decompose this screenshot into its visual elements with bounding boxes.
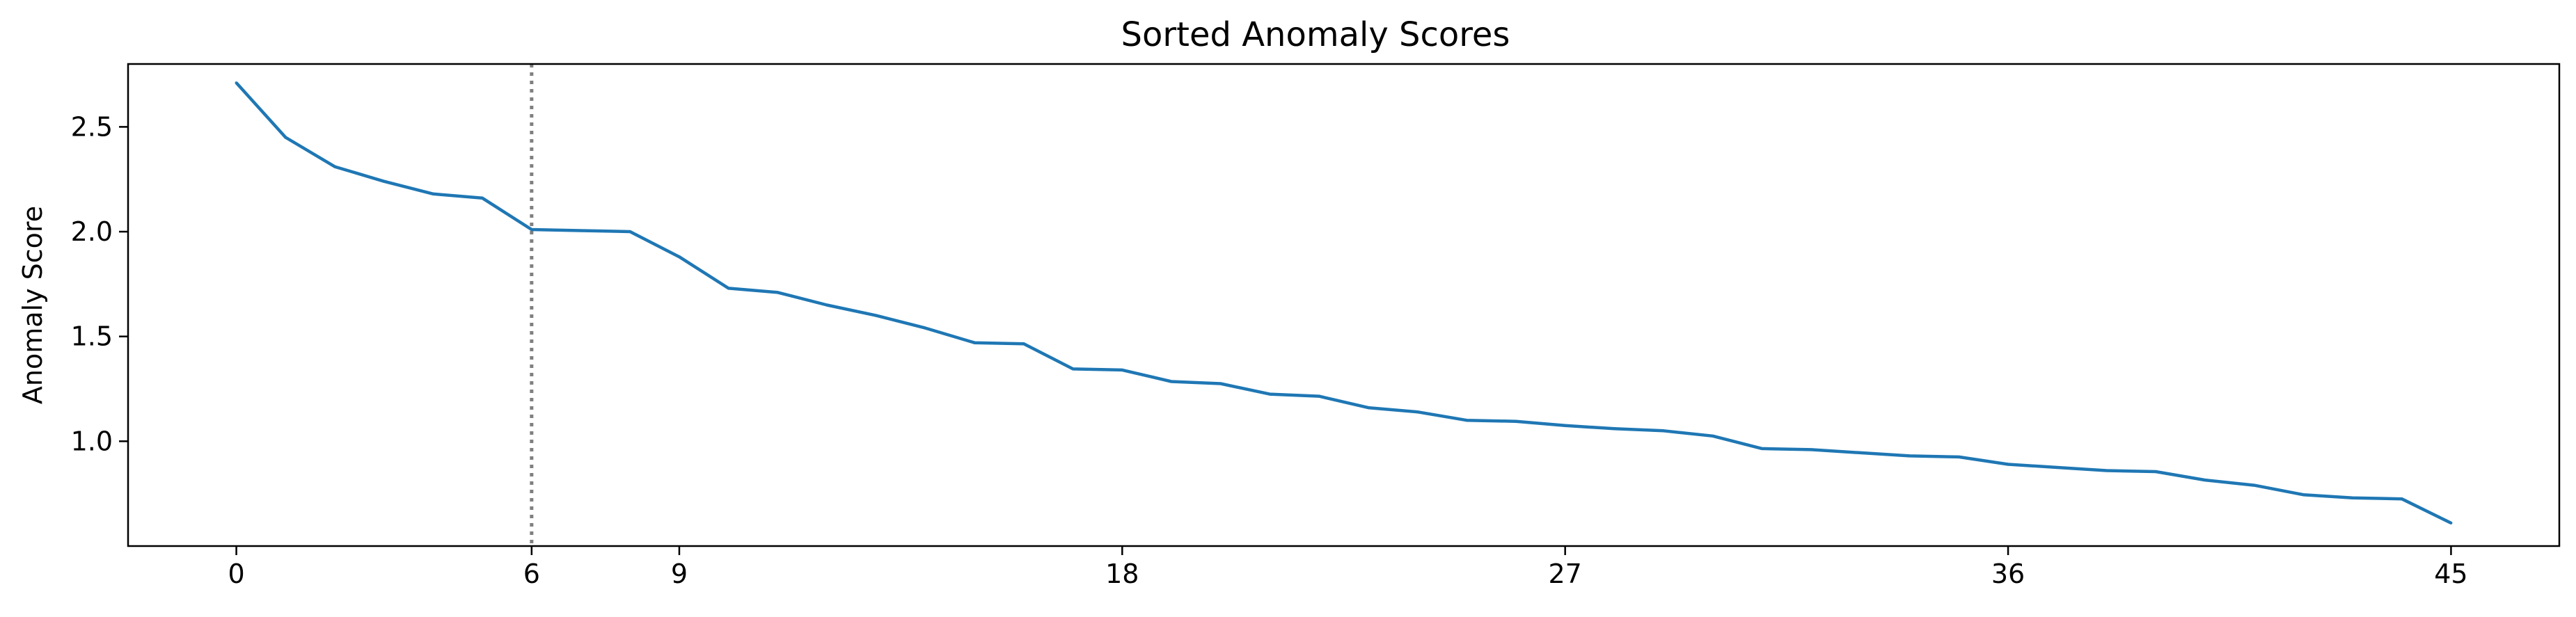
data-point <box>333 165 336 168</box>
data-point <box>776 291 780 294</box>
data-point <box>629 230 632 234</box>
y-axis: 1.0 1.5 2.0 2.5 <box>71 111 128 456</box>
data-point <box>924 326 927 330</box>
data-point <box>2055 466 2059 470</box>
x-tick-label: 36 <box>1991 559 2025 589</box>
chart-title: Sorted Anomaly Scores <box>1121 15 1510 54</box>
y-axis-label: Anomaly Score <box>17 206 48 404</box>
data-point <box>235 81 238 85</box>
data-point <box>2105 469 2108 472</box>
data-point <box>2400 497 2403 501</box>
data-point <box>1366 406 1370 410</box>
data-point <box>1858 451 1862 454</box>
data-point <box>1071 367 1075 371</box>
data-point <box>579 229 583 232</box>
x-tick-label: 6 <box>523 559 540 589</box>
x-axis: 0 6 9 18 27 36 45 <box>228 546 2468 589</box>
data-point <box>1908 454 1911 458</box>
y-tick-label: 2.0 <box>71 216 113 247</box>
data-point <box>1662 429 1666 433</box>
data-point <box>2302 493 2305 497</box>
data-point <box>727 287 730 290</box>
data-point <box>825 303 829 307</box>
x-tick-label: 18 <box>1105 559 1139 589</box>
data-point <box>2449 521 2453 524</box>
data-point <box>2252 483 2256 487</box>
data-point <box>1268 392 1272 396</box>
x-tick-label: 27 <box>1549 559 1582 589</box>
data-point <box>1613 427 1616 431</box>
data-point <box>973 341 977 344</box>
data-point <box>382 179 386 183</box>
data-point <box>1219 382 1222 385</box>
data-point <box>1514 419 1517 423</box>
data-point <box>481 196 484 200</box>
series-line <box>235 81 2452 524</box>
data-point <box>1416 410 1419 414</box>
data-point <box>432 192 435 195</box>
data-point <box>874 314 878 317</box>
data-point <box>530 228 533 232</box>
data-point <box>1121 368 1124 371</box>
data-point <box>2203 479 2206 482</box>
data-point <box>2154 470 2158 474</box>
data-point <box>2007 463 2010 466</box>
data-point <box>677 255 681 259</box>
data-point <box>1318 394 1321 398</box>
x-tick-label: 45 <box>2434 559 2467 589</box>
plot-area <box>235 64 2453 546</box>
data-point <box>1760 447 1764 450</box>
data-point <box>284 136 287 139</box>
y-tick-label: 1.5 <box>71 321 113 352</box>
y-tick-label: 2.5 <box>71 111 113 142</box>
plot-frame <box>127 63 2561 547</box>
x-tick-label: 9 <box>671 559 688 589</box>
data-point <box>1563 424 1567 427</box>
data-point <box>2351 496 2355 499</box>
data-point <box>1810 448 1813 451</box>
data-point <box>1170 380 1174 383</box>
x-tick-label: 0 <box>228 559 244 589</box>
data-point <box>1957 455 1961 458</box>
data-point <box>1022 342 1025 346</box>
y-tick-label: 1.0 <box>71 426 113 456</box>
data-point <box>1711 434 1714 438</box>
data-point <box>1465 419 1469 422</box>
